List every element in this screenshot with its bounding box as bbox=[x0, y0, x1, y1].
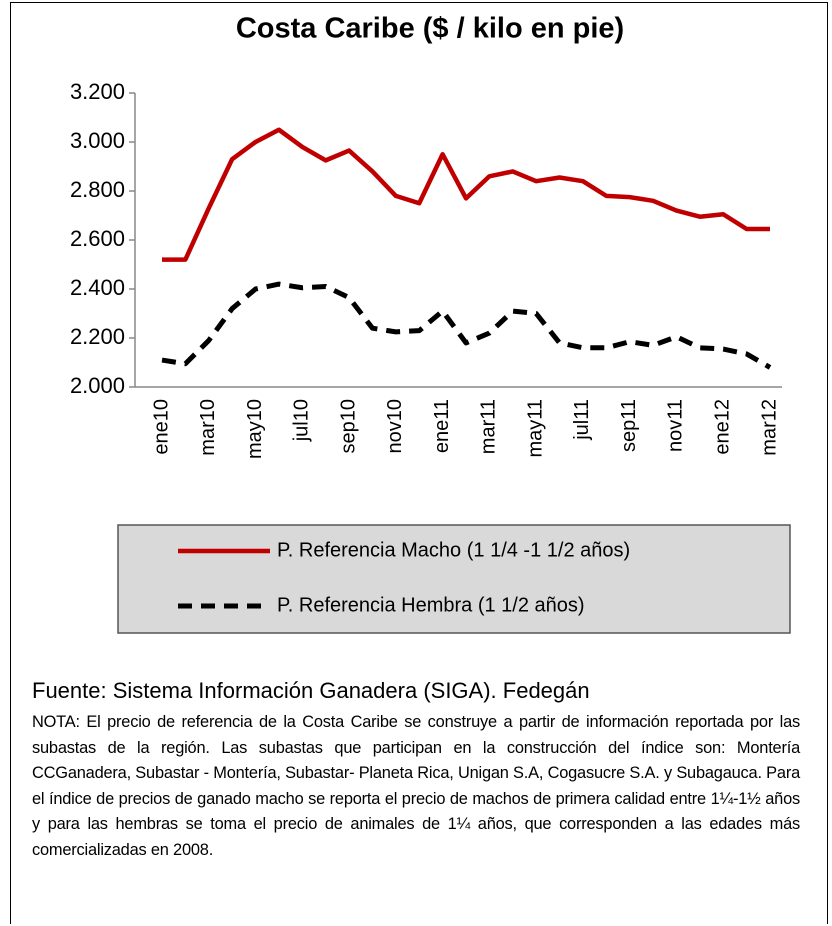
x-tick-label: jul11 bbox=[571, 399, 593, 441]
legend-box bbox=[117, 524, 791, 634]
x-tick-label: may11 bbox=[524, 399, 546, 458]
x-tick-label: mar12 bbox=[758, 399, 780, 456]
x-tick-label: ene11 bbox=[431, 399, 453, 453]
y-tick-label: 2.200 bbox=[70, 324, 125, 349]
chart-title: Costa Caribe ($ / kilo en pie) bbox=[236, 13, 624, 45]
x-tick-label: may10 bbox=[244, 399, 266, 459]
x-tick-label: nov10 bbox=[384, 399, 406, 454]
note: NOTA: El precio de referencia de la Cost… bbox=[32, 713, 800, 859]
x-tick-label: mar10 bbox=[197, 399, 219, 456]
x-tick-label: nov11 bbox=[665, 399, 687, 452]
x-tick-label: jul10 bbox=[291, 399, 313, 442]
source: Fuente: Sistema Información Ganadera (SI… bbox=[32, 678, 590, 703]
legend-label: P. Referencia Hembra (1 1/2 años) bbox=[277, 594, 585, 616]
y-tick-label: 2.600 bbox=[70, 226, 125, 251]
y-tick-label: 3.000 bbox=[70, 128, 125, 153]
y-tick-label: 2.800 bbox=[70, 177, 125, 202]
legend-label: P. Referencia Macho (1 1/4 -1 1/2 años) bbox=[277, 539, 630, 561]
x-tick-label: mar11 bbox=[478, 399, 500, 454]
y-tick-label: 2.000 bbox=[70, 373, 125, 398]
frame bbox=[10, 2, 828, 924]
series-line bbox=[161, 281, 772, 370]
x-tick-label: ene10 bbox=[150, 399, 172, 455]
series-line bbox=[162, 127, 770, 262]
y-tick-label: 3.200 bbox=[70, 79, 125, 104]
y-tick-label: 2.400 bbox=[70, 275, 125, 300]
x-tick-label: ene12 bbox=[712, 399, 734, 455]
x-tick-label: sep10 bbox=[337, 399, 359, 454]
x-tick-label: sep11 bbox=[618, 399, 640, 452]
